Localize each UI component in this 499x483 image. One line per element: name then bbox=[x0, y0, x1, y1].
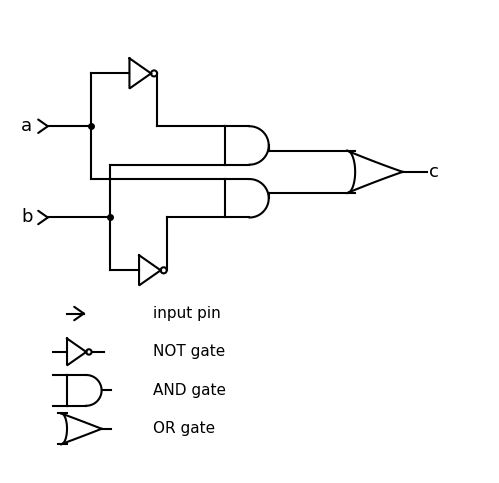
Text: NOT gate: NOT gate bbox=[154, 344, 226, 359]
Text: a: a bbox=[21, 117, 32, 135]
Text: AND gate: AND gate bbox=[154, 383, 227, 398]
Text: c: c bbox=[429, 163, 439, 181]
Text: OR gate: OR gate bbox=[154, 421, 216, 436]
Text: input pin: input pin bbox=[154, 306, 221, 321]
Text: b: b bbox=[21, 209, 32, 227]
